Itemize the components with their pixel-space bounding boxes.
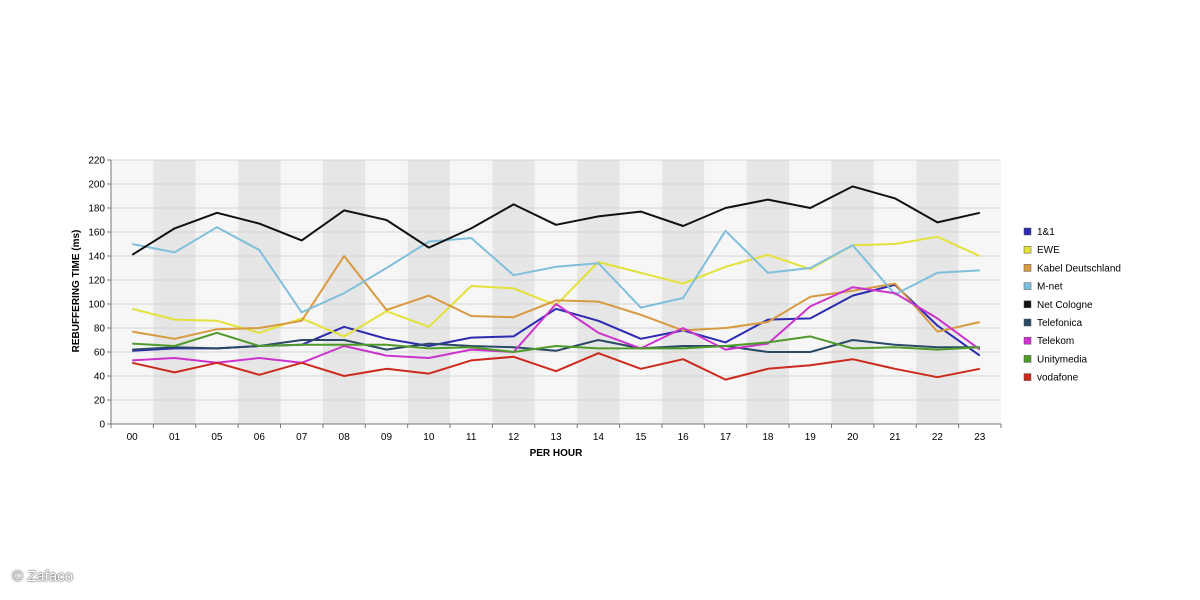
y-tick-label: 200 xyxy=(88,180,105,191)
legend-swatch xyxy=(1023,227,1032,236)
watermark: © Zafaco xyxy=(12,568,74,585)
background-band xyxy=(534,160,578,424)
series-line xyxy=(132,226,980,314)
y-tick-label: 140 xyxy=(88,252,105,263)
legend-label: Kabel Deutschland xyxy=(1037,263,1121,274)
x-tick-label: 21 xyxy=(889,432,901,443)
background-band xyxy=(195,160,239,424)
x-tick-labels: 00 01 05 06 07 08 09 10 11 12 13 14 15 16 17 18 19 20 21 22… xyxy=(127,432,986,443)
x-tick-label: 15 xyxy=(635,432,647,443)
legend-label: Unitymedia xyxy=(1037,354,1087,365)
x-tick-label: 22 xyxy=(932,432,944,443)
x-tick-label: 13 xyxy=(550,432,562,443)
background-band xyxy=(704,160,747,424)
legend-swatch xyxy=(1023,300,1032,309)
y-tick-label: 0 xyxy=(99,420,105,431)
x-tick-label: 06 xyxy=(254,432,266,443)
legend-swatch xyxy=(1023,336,1032,345)
background-band xyxy=(111,160,154,424)
x-tick-label: 23 xyxy=(974,432,986,443)
x-axis-title: PER HOUR xyxy=(530,448,584,459)
legend: 1&1 EWE Kabel Deutschland M-net Net Cologne T… xyxy=(1023,227,1121,384)
legend-swatch xyxy=(1023,245,1032,254)
legend-label: Telefonica xyxy=(1037,318,1082,329)
x-tick-label: 10 xyxy=(423,432,435,443)
y-tick-label: 80 xyxy=(94,324,106,335)
series-line xyxy=(132,331,980,353)
x-tick-label: 11 xyxy=(466,432,477,443)
legend-swatch xyxy=(1023,264,1032,272)
series-line xyxy=(131,352,980,381)
y-tick-label: 180 xyxy=(88,204,105,215)
legend-label: M-net xyxy=(1037,282,1063,293)
legend-swatch xyxy=(1023,282,1032,290)
background-band xyxy=(661,160,705,424)
background-band xyxy=(407,160,451,424)
background-band xyxy=(153,160,196,424)
x-tick-label: 16 xyxy=(678,432,690,443)
y-tick-label: 100 xyxy=(88,300,105,311)
axes xyxy=(107,159,1002,428)
legend-label: EWE xyxy=(1037,245,1060,256)
background-band xyxy=(789,160,832,424)
legend-label: vodafone xyxy=(1037,373,1079,384)
background-band xyxy=(577,160,620,424)
x-tick-label: 17 xyxy=(720,432,732,443)
legend-label: 1&1 xyxy=(1037,227,1055,238)
x-tick-label: 14 xyxy=(593,432,605,443)
x-tick-label: 09 xyxy=(381,432,393,443)
background-band xyxy=(238,160,281,424)
x-tick-label: 19 xyxy=(805,432,817,443)
legend-swatch xyxy=(1023,318,1032,327)
x-tick-label: 12 xyxy=(508,432,520,443)
x-tick-label: 20 xyxy=(847,432,859,443)
series-line xyxy=(131,185,981,256)
background-band xyxy=(958,160,1001,424)
x-tick-label: 18 xyxy=(762,432,774,443)
legend-label: Net Cologne xyxy=(1037,300,1093,311)
background-band xyxy=(450,160,493,424)
y-tick-label: 120 xyxy=(88,276,105,287)
background-band xyxy=(916,160,959,424)
y-tick-labels: 0 20 40 60 80 100 120 140 160 180 200 220 xyxy=(88,156,105,431)
series-line xyxy=(132,286,981,364)
background-band xyxy=(322,160,366,424)
legend-swatch xyxy=(1023,373,1032,381)
x-tick-label: 08 xyxy=(339,432,351,443)
series-lines xyxy=(131,185,981,381)
y-tick-label: 220 xyxy=(88,156,105,167)
y-tick-label: 20 xyxy=(94,396,106,407)
background-band xyxy=(746,160,790,424)
background-band xyxy=(492,160,535,424)
y-tick-label: 40 xyxy=(94,372,106,383)
x-tick-label: 05 xyxy=(211,432,223,443)
legend-label: Telekom xyxy=(1037,336,1074,347)
x-tick-label: 01 xyxy=(169,432,181,443)
x-tick-label: 07 xyxy=(296,432,308,443)
y-tick-label: 160 xyxy=(88,228,105,239)
y-axis-title: REBUFFERING TIME (ms) xyxy=(71,230,82,353)
x-tick-label: 00 xyxy=(127,432,139,443)
legend-swatch xyxy=(1023,355,1032,363)
y-tick-label: 60 xyxy=(94,348,106,359)
